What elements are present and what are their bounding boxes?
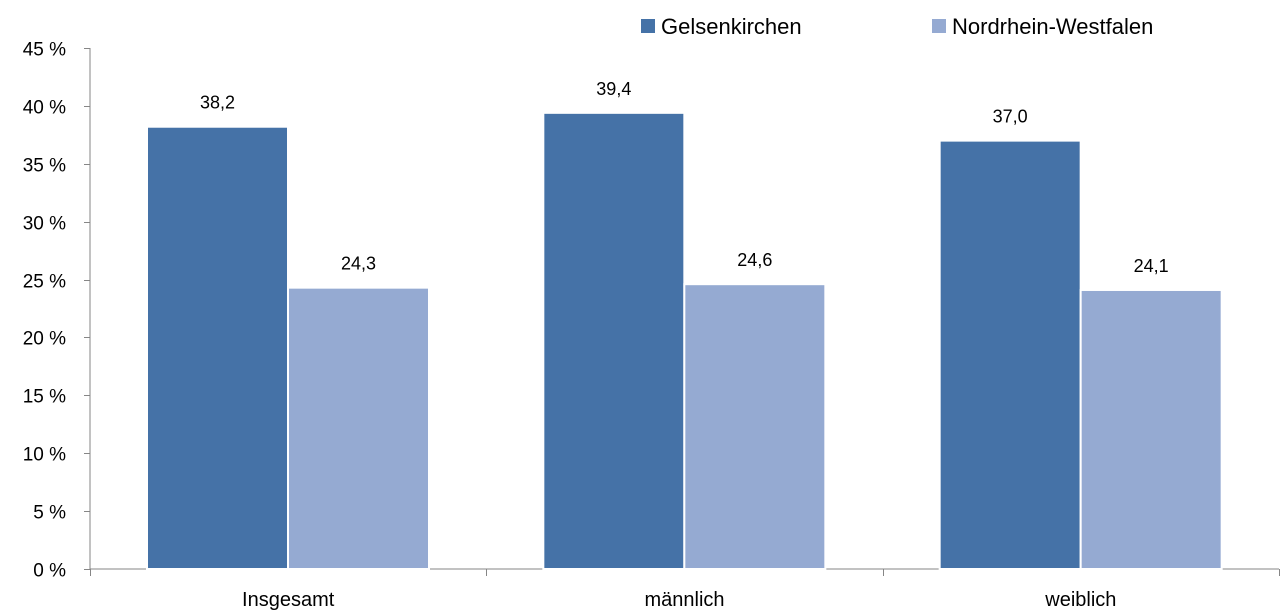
chart-axes: 0 % 5 % 10 % 15 % 20 % 25 % 30 % 35 % 40 % 45 % In… [23, 40, 1280, 611]
bar-gelsenkirchen [938, 139, 1082, 570]
data-label: 24,1 [1134, 256, 1169, 276]
bar-nrw [1079, 288, 1223, 570]
bar-nrw [683, 283, 827, 570]
y-tick-label: 15 % [23, 387, 66, 408]
legend-swatch [932, 19, 946, 33]
chart-bars [146, 111, 1223, 571]
data-label: 24,6 [737, 250, 772, 270]
y-tick-label: 45 % [23, 40, 66, 61]
data-label: 24,3 [341, 254, 376, 274]
legend-label: Gelsenkirchen [661, 14, 802, 39]
y-tick-label: 30 % [23, 214, 66, 235]
x-category-label: weiblich [1044, 589, 1116, 611]
y-tick-label: 25 % [23, 272, 66, 293]
legend-label: Nordrhein-Westfalen [952, 14, 1153, 39]
data-label: 38,2 [200, 93, 235, 113]
chart-value-labels: 38,2 24,3 39,4 24,6 37,0 24,1 [200, 79, 1169, 276]
bar-nrw [287, 286, 430, 570]
y-tick-label: 20 % [23, 329, 66, 350]
y-tick-label: 35 % [23, 156, 66, 177]
bar-gelsenkirchen [146, 125, 289, 571]
y-tick-label: 0 % [33, 561, 66, 582]
y-tick-label: 5 % [33, 503, 66, 524]
chart-legend: Gelsenkirchen Nordrhein-Westfalen [641, 14, 1153, 39]
x-category-label: Insgesamt [242, 589, 335, 611]
x-category-label: männlich [644, 589, 724, 611]
y-tick-label: 10 % [23, 445, 66, 466]
bar-gelsenkirchen [542, 111, 686, 571]
y-tick-label: 40 % [23, 98, 66, 119]
legend-swatch [641, 19, 655, 33]
data-label: 39,4 [596, 79, 631, 99]
data-label: 37,0 [993, 107, 1028, 127]
